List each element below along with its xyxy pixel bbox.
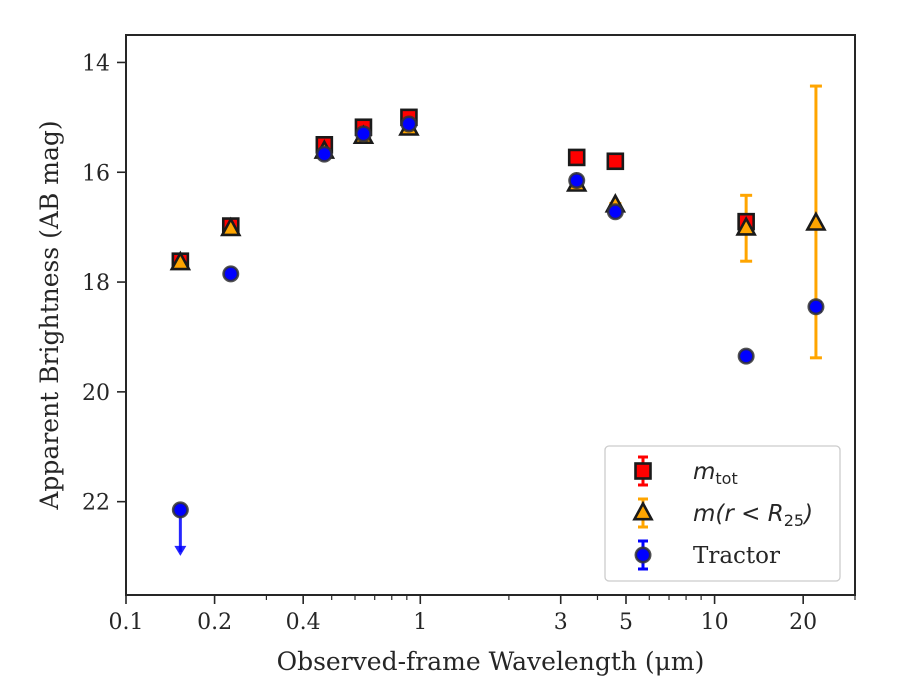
series-2-point-5-marker	[568, 171, 586, 189]
legend-entry-1-label: m(r < R25)	[693, 501, 813, 530]
series-1-point-1-marker	[220, 216, 242, 237]
series-1-point-8-marker	[805, 211, 827, 231]
legend-entry-0: mtot	[634, 455, 738, 488]
series-1-point-7-marker	[735, 216, 757, 236]
y-tick-label-3: 20	[82, 381, 110, 406]
series-2-point-8-marker	[807, 298, 825, 316]
legend: mtot m(r < R25) Tractor	[604, 445, 841, 582]
series-2-point-4-marker	[400, 115, 418, 133]
legend-entry-2: Tractor	[634, 539, 780, 571]
series-2-point-6-marker	[606, 203, 624, 221]
plot-frame	[125, 34, 856, 596]
series-2-point-0-marker	[171, 501, 189, 519]
x-axis-label: Observed-frame Wavelength (μm)	[277, 647, 705, 676]
legend-box	[604, 445, 841, 582]
series-2-point-3-marker	[354, 125, 372, 143]
legend-entry-2-label: Tractor	[693, 543, 780, 569]
x-tick-label-6: 10	[701, 610, 729, 635]
y-axis-label: Apparent Brightness (AB mag)	[35, 120, 64, 510]
x-tick-label-0: 0.1	[109, 610, 144, 635]
series-1-point-0-marker	[169, 250, 192, 271]
legend-entry-2-marker	[634, 546, 652, 564]
series-0-point-5-marker	[567, 148, 586, 167]
x-tick-label-3: 1	[413, 610, 427, 635]
series-2-point-0-arrow-head	[174, 545, 187, 556]
x-tick-label-5: 5	[619, 610, 633, 635]
y-tick-label-1: 16	[82, 161, 110, 186]
series-2-point-1-marker	[222, 265, 240, 283]
x-tick-label-4: 3	[554, 610, 568, 635]
y-tick-label-4: 22	[82, 491, 110, 516]
x-tick-label-2: 0.4	[286, 610, 321, 635]
series-2-point-7-marker	[737, 347, 755, 365]
x-tick-label-7: 20	[789, 610, 817, 635]
legend-entry-1-marker	[632, 500, 654, 521]
legend-entry-0-label: mtot	[693, 459, 738, 488]
series-2-point-2-marker	[315, 145, 333, 163]
x-tick-label-1: 0.2	[197, 610, 232, 635]
legend-entry-1: m(r < R25)	[632, 497, 813, 530]
legend-entry-0-marker	[634, 462, 652, 480]
data-markers	[169, 108, 827, 519]
y-tick-label-2: 18	[82, 271, 110, 296]
axes: 0.1 0.2 0.4 1 3 5 10 20 14 16 18 20 22 Observed-frame…	[35, 34, 856, 676]
y-tick-label-0: 14	[82, 51, 110, 76]
series-0-point-6-marker	[606, 152, 625, 171]
